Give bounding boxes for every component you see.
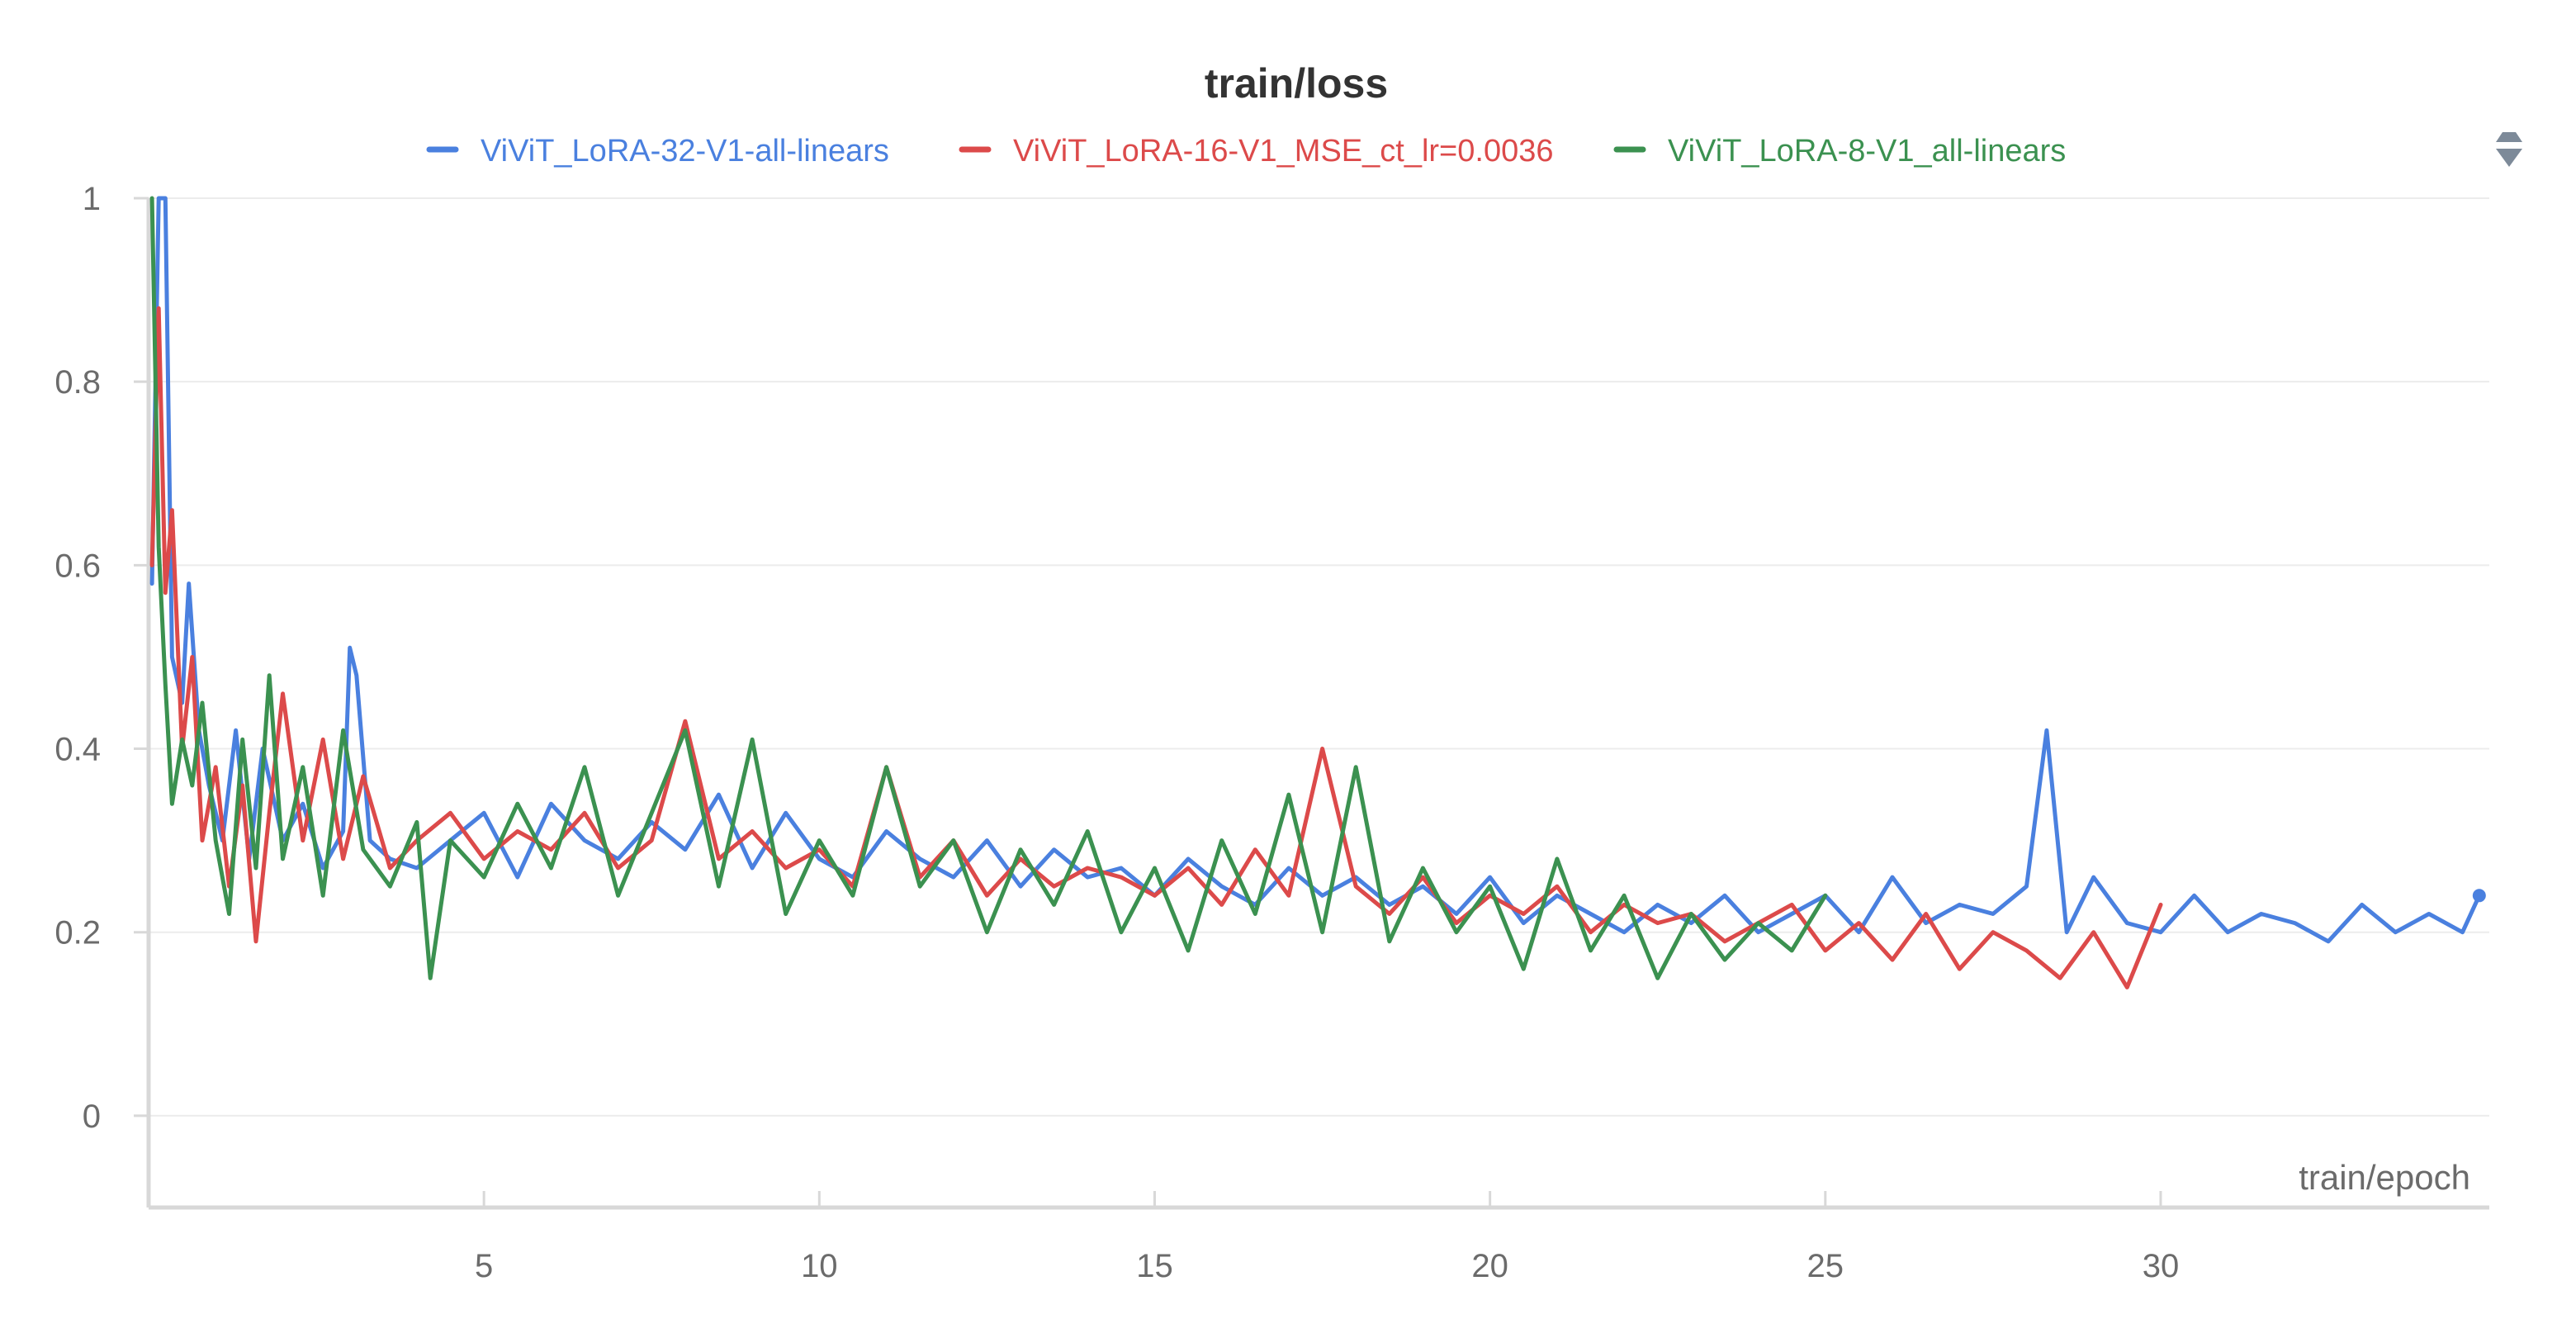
legend-label-0[interactable]: ViViT_LoRA-32-V1-all-linears [481, 134, 889, 168]
series-lines [149, 196, 2486, 989]
legend-sort-icon[interactable] [2496, 132, 2522, 167]
grid-lines [149, 197, 2489, 1117]
legend-label-2[interactable]: ViViT_LoRA-8-V1_all-linears [1668, 134, 2066, 168]
y-tick-label-1: 0.2 [54, 915, 101, 951]
series-end-marker [2472, 889, 2486, 903]
x-tick-label-3: 20 [1471, 1248, 1508, 1284]
y-tick-label-4: 0.8 [54, 364, 101, 401]
x-tick-label-2: 15 [1136, 1248, 1173, 1284]
legend: ViViT_LoRA-32-V1-all-linears ViViT_LoRA-1… [426, 134, 2066, 168]
y-tick-label-5: 1 [83, 181, 101, 217]
x-tick-label-0: 5 [475, 1248, 493, 1284]
x-tick-label-4: 25 [1807, 1248, 1844, 1284]
series-line-2 [149, 196, 1828, 980]
x-tick-label-5: 30 [2143, 1248, 2180, 1284]
legend-label-1[interactable]: ViViT_LoRA-16-V1_MSE_ct_lr=0.0036 [1013, 134, 1553, 168]
series-line-1 [149, 306, 2163, 989]
x-tick-label-1: 10 [801, 1248, 838, 1284]
y-tick-label-0: 0 [83, 1098, 101, 1135]
x-axis-label: train/epoch [2299, 1158, 2470, 1197]
x-axis-ticks: 5 10 15 20 25 30 [475, 1191, 2179, 1284]
series-line-0 [149, 196, 2482, 944]
y-tick-label-3: 0.6 [54, 548, 101, 584]
y-axis-ticks: 0 0.2 0.4 0.6 0.8 1 [54, 181, 149, 1135]
chart-title: train/loss [1205, 60, 1388, 107]
y-tick-label-2: 0.4 [54, 732, 101, 768]
